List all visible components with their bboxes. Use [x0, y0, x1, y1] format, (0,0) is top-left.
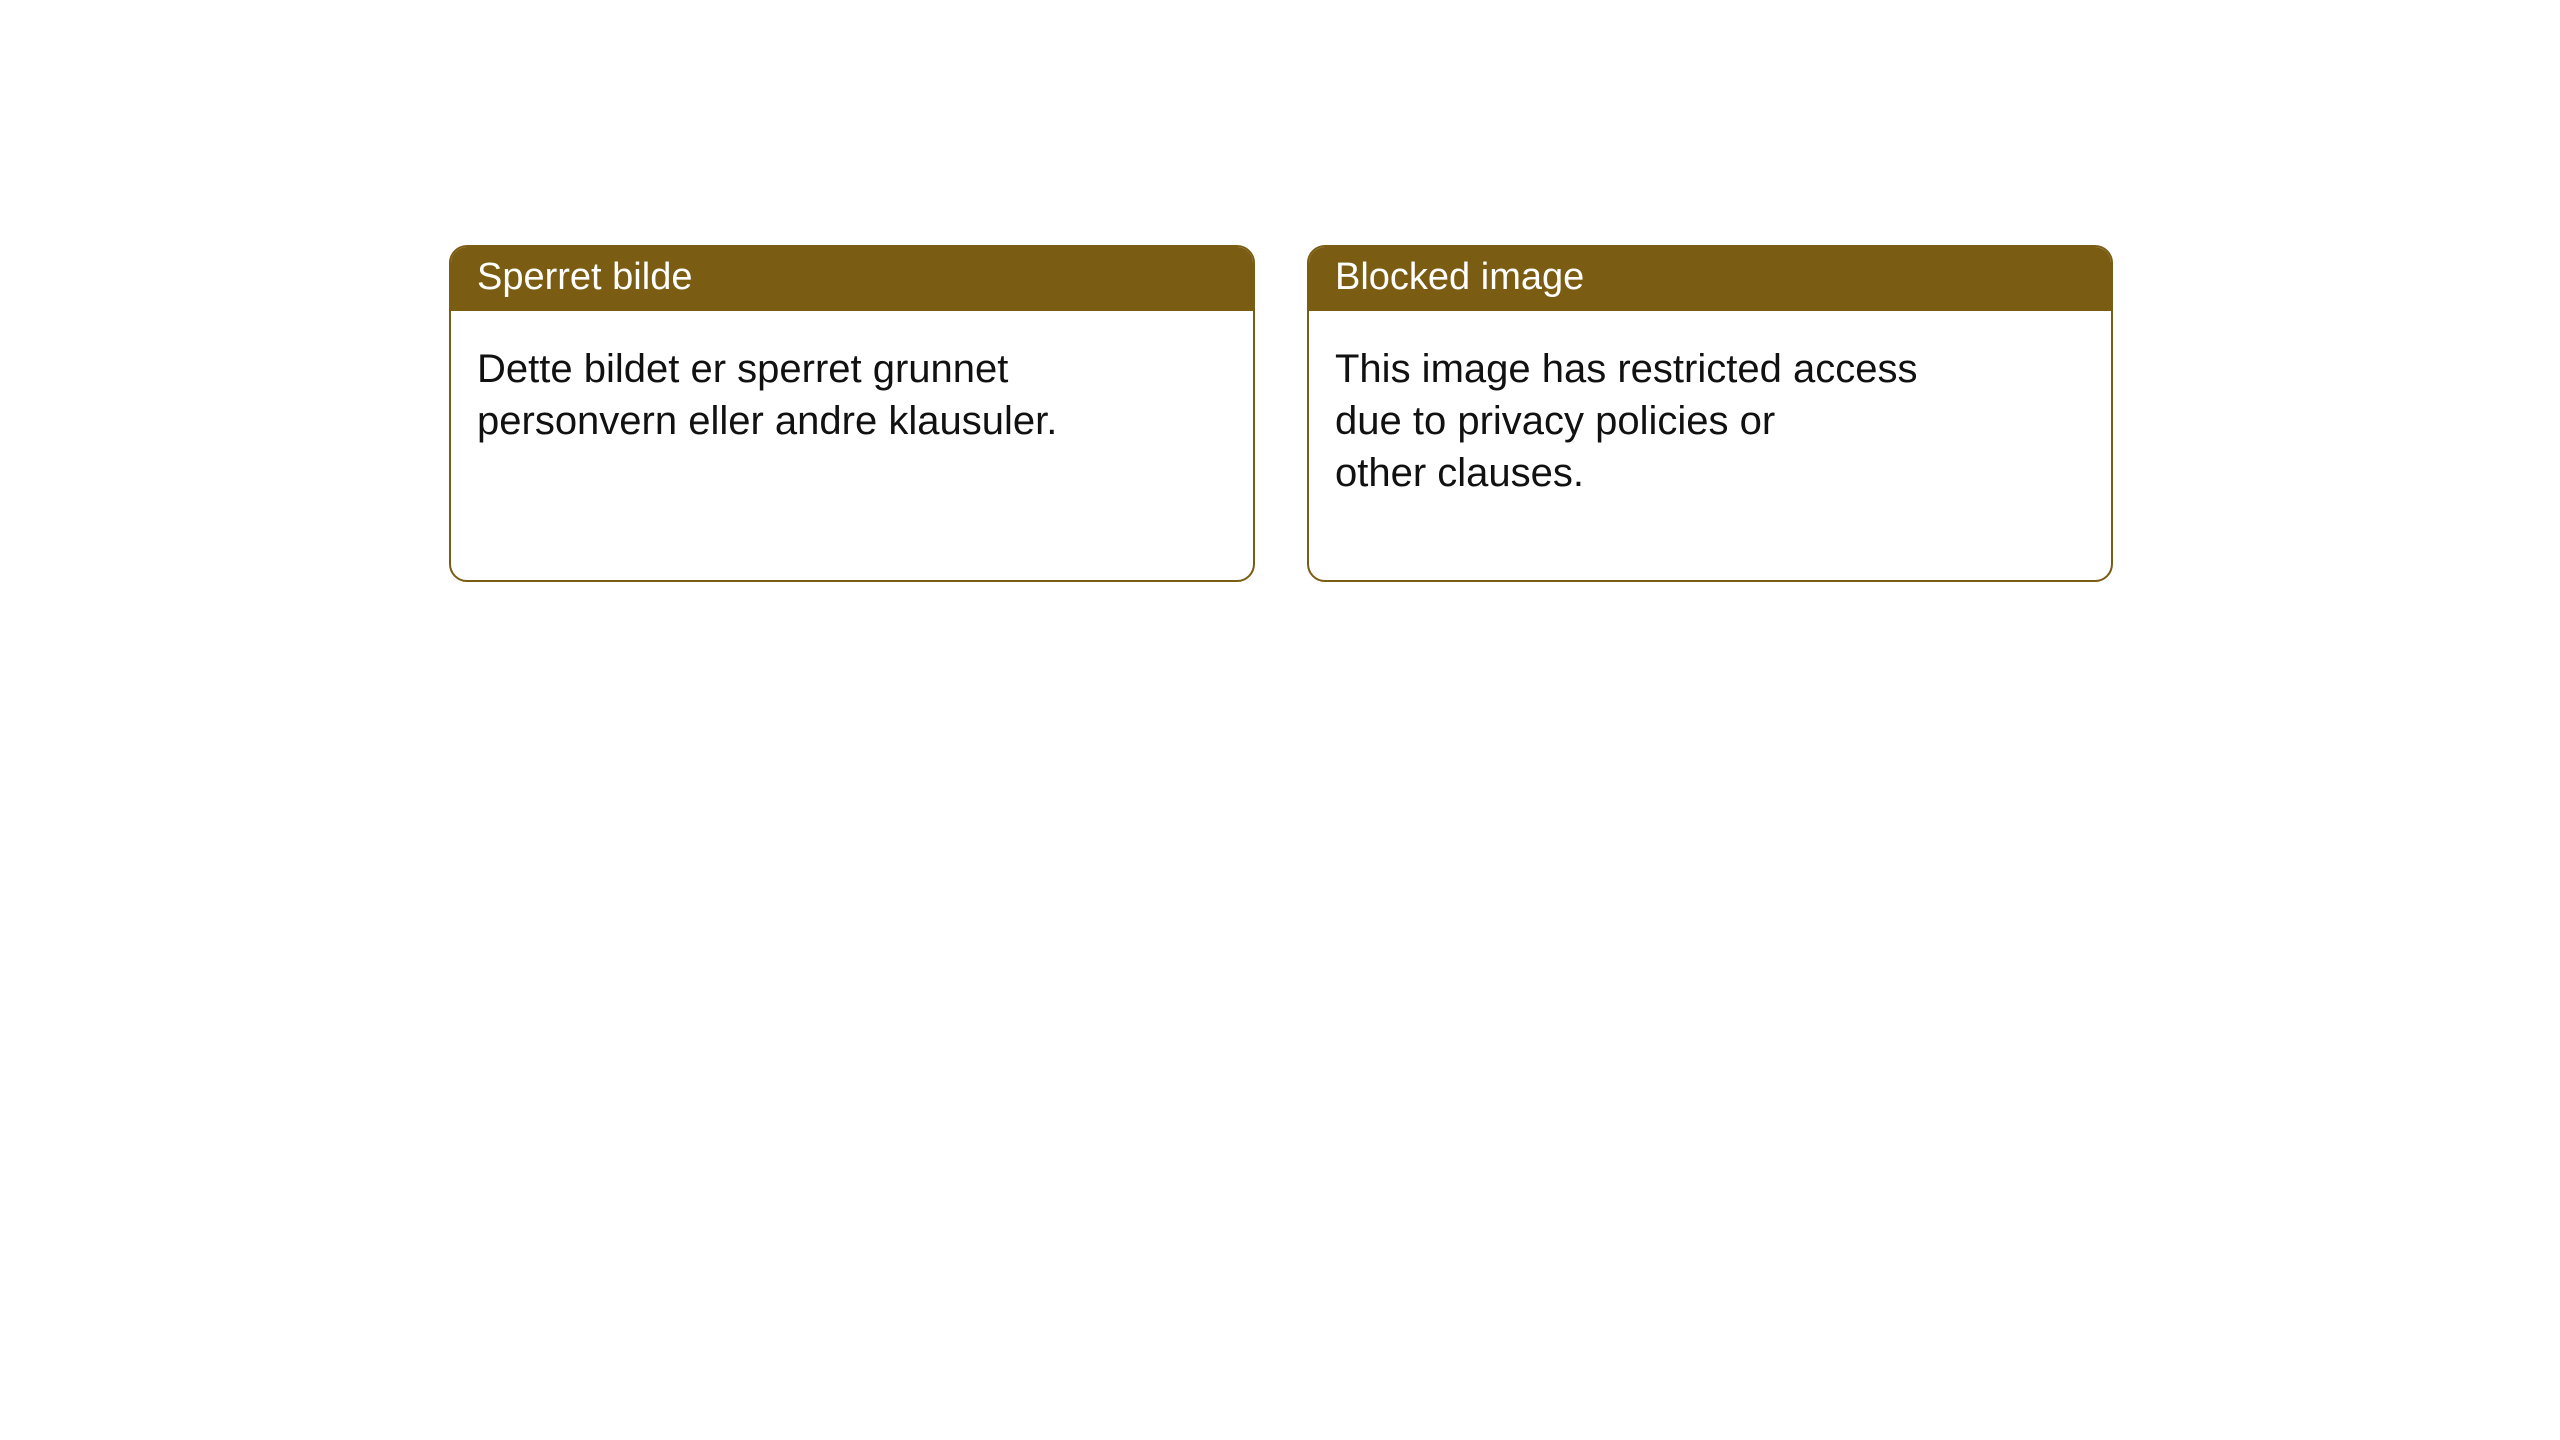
notice-body-no: Dette bildet er sperret grunnet personve… [451, 311, 1253, 580]
notice-card-no: Sperret bilde Dette bildet er sperret gr… [449, 245, 1255, 582]
notice-body-en: This image has restricted access due to … [1309, 311, 2111, 580]
page-stage: Sperret bilde Dette bildet er sperret gr… [0, 0, 2560, 1440]
notice-title-no: Sperret bilde [451, 247, 1253, 311]
notice-title-en: Blocked image [1309, 247, 2111, 311]
notice-card-en: Blocked image This image has restricted … [1307, 245, 2113, 582]
notice-row: Sperret bilde Dette bildet er sperret gr… [449, 245, 2113, 582]
